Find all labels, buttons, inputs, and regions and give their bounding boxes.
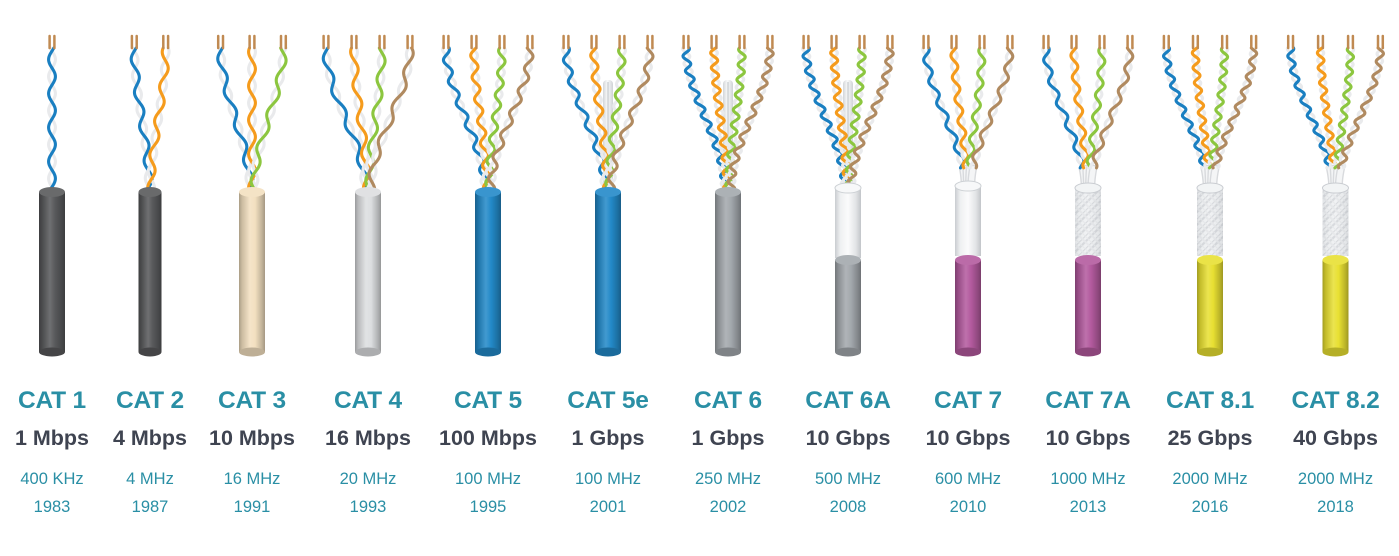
cable-illustration-cat-5	[428, 0, 548, 380]
cable-frequency: 2000 MHz	[1172, 470, 1248, 488]
cable-category-name: CAT 8.1	[1166, 387, 1254, 414]
cable-column-cat-6[interactable]: CAT 6 1 Gbps 250 MHz 2002	[668, 0, 788, 556]
cable-illustration-cat-7	[908, 0, 1028, 380]
cable-category-name: CAT 6A	[805, 387, 891, 414]
cable-frequency: 600 MHz	[934, 470, 1002, 488]
cable-category-name: CAT 7	[934, 387, 1002, 414]
cable-illustration-cat-1	[0, 0, 104, 380]
cable-illustration-cat-8-1	[1148, 0, 1272, 380]
cable-illustration-cat-7a	[1028, 0, 1148, 380]
cable-column-cat-3[interactable]: CAT 3 10 Mbps 16 MHz 1991	[196, 0, 308, 556]
cable-column-cat-2[interactable]: CAT 2 4 Mbps 4 MHz 1987	[104, 0, 196, 556]
cable-frequency: 250 MHz	[694, 470, 762, 488]
cable-frequency: 2000 MHz	[1297, 470, 1374, 488]
cable-speed: 10 Gbps	[1045, 425, 1131, 450]
cable-column-cat-7a[interactable]: CAT 7A 10 Gbps 1000 MHz 2013	[1028, 0, 1148, 556]
cable-labels: CAT 2 4 Mbps 4 MHz 1987	[104, 380, 196, 515]
cable-speed: 25 Gbps	[1167, 425, 1253, 450]
cable-labels: CAT 5 100 Mbps 100 MHz 1995	[428, 380, 548, 515]
cable-speed: 4 Mbps	[112, 425, 188, 450]
cable-column-cat-6a[interactable]: CAT 6A 10 Gbps 500 MHz 2008	[788, 0, 908, 556]
cable-illustration-cat-5e	[548, 0, 668, 380]
cable-illustration-cat-3	[196, 0, 308, 380]
cable-speed: 1 Mbps	[14, 425, 90, 450]
cable-year: 2018	[1317, 497, 1354, 516]
cable-illustration-cat-8-2	[1272, 0, 1399, 380]
cable-category-name: CAT 4	[334, 387, 402, 414]
cable-labels: CAT 5e 1 Gbps 100 MHz 2001	[548, 380, 668, 515]
cable-year: 2013	[1069, 497, 1107, 516]
cable-column-cat-8-2[interactable]: CAT 8.2 40 Gbps 2000 MHz 2018	[1272, 0, 1399, 556]
cable-labels: CAT 1 1 Mbps 400 KHz 1983	[0, 380, 104, 515]
cable-year: 2008	[829, 497, 867, 516]
cable-year: 2010	[949, 497, 987, 516]
cable-illustration-cat-2	[104, 0, 196, 380]
cable-frequency: 1000 MHz	[1050, 470, 1126, 488]
cable-column-cat-1[interactable]: CAT 1 1 Mbps 400 KHz 1983	[0, 0, 104, 556]
cable-category-name: CAT 5e	[567, 387, 649, 414]
cable-column-cat-4[interactable]: CAT 4 16 Mbps 20 MHz 1993	[308, 0, 428, 556]
cable-labels: CAT 7 10 Gbps 600 MHz 2010	[908, 380, 1028, 515]
cable-year: 2002	[709, 497, 747, 516]
cable-category-name: CAT 1	[18, 387, 86, 414]
cable-frequency: 16 MHz	[223, 470, 281, 488]
cable-speed: 10 Gbps	[925, 425, 1011, 450]
cable-labels: CAT 8.1 25 Gbps 2000 MHz 2016	[1148, 380, 1272, 515]
cable-category-name: CAT 3	[218, 387, 286, 414]
cable-speed: 1 Gbps	[571, 425, 645, 450]
cable-year: 1995	[469, 497, 507, 516]
cable-speed: 40 Gbps	[1293, 425, 1378, 450]
cable-column-cat-5e[interactable]: CAT 5e 1 Gbps 100 MHz 2001	[548, 0, 668, 556]
cable-labels: CAT 6A 10 Gbps 500 MHz 2008	[788, 380, 908, 515]
cable-labels: CAT 8.2 40 Gbps 2000 MHz 2018	[1272, 380, 1399, 515]
cable-illustration-cat-6	[668, 0, 788, 380]
cable-category-name: CAT 7A	[1045, 387, 1131, 414]
cable-year: 2001	[589, 497, 627, 516]
cable-category-name: CAT 6	[694, 387, 762, 414]
cable-frequency: 4 MHz	[126, 470, 174, 488]
cable-year: 2016	[1191, 497, 1229, 516]
cable-frequency: 400 KHz	[20, 470, 84, 488]
cable-speed: 10 Gbps	[805, 425, 891, 450]
cable-frequency: 20 MHz	[339, 470, 397, 488]
cable-frequency: 500 MHz	[814, 470, 882, 488]
cable-category-name: CAT 8.2	[1291, 387, 1380, 414]
cable-category-name: CAT 5	[454, 387, 522, 414]
cable-speed: 100 Mbps	[439, 425, 537, 450]
cable-speed: 10 Mbps	[208, 425, 296, 450]
cable-column-cat-5[interactable]: CAT 5 100 Mbps 100 MHz 1995	[428, 0, 548, 556]
cable-labels: CAT 3 10 Mbps 16 MHz 1991	[196, 380, 308, 515]
cable-labels: CAT 6 1 Gbps 250 MHz 2002	[668, 380, 788, 515]
cable-category-name: CAT 2	[116, 387, 184, 414]
cable-column-cat-7[interactable]: CAT 7 10 Gbps 600 MHz 2010	[908, 0, 1028, 556]
cable-year: 1987	[131, 497, 169, 516]
cable-illustration-cat-6a	[788, 0, 908, 380]
cable-illustration-cat-4	[308, 0, 428, 380]
cable-year: 1993	[349, 497, 387, 516]
cable-speed: 1 Gbps	[691, 425, 765, 450]
cable-speed: 16 Mbps	[324, 425, 412, 450]
cable-frequency: 100 MHz	[454, 470, 522, 488]
cable-frequency: 100 MHz	[574, 470, 642, 488]
cable-labels: CAT 7A 10 Gbps 1000 MHz 2013	[1028, 380, 1148, 515]
cable-year: 1983	[33, 497, 71, 516]
cable-labels: CAT 4 16 Mbps 20 MHz 1993	[308, 380, 428, 515]
cable-year: 1991	[233, 497, 271, 516]
cable-column-cat-8-1[interactable]: CAT 8.1 25 Gbps 2000 MHz 2016	[1148, 0, 1272, 556]
